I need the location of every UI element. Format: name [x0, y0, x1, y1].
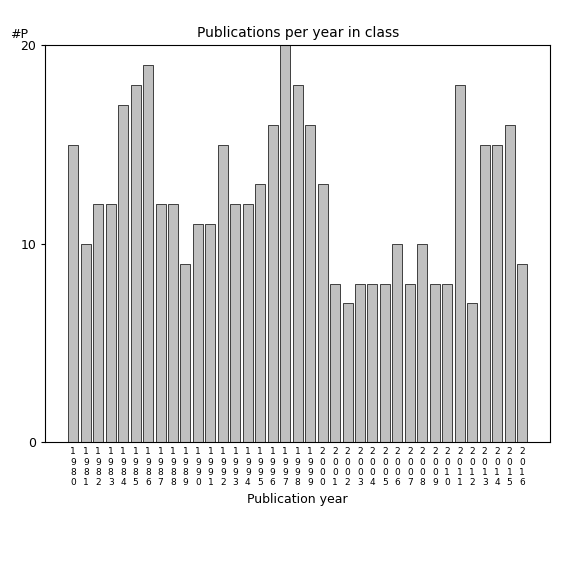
Bar	[330, 284, 340, 442]
Bar	[218, 145, 228, 442]
Bar	[180, 264, 191, 442]
Bar	[155, 204, 166, 442]
Bar	[380, 284, 390, 442]
Bar	[405, 284, 415, 442]
Bar	[467, 303, 477, 442]
Bar	[367, 284, 378, 442]
Bar	[143, 65, 153, 442]
Bar	[455, 85, 465, 442]
Bar	[205, 224, 215, 442]
Bar	[305, 125, 315, 442]
Bar	[168, 204, 178, 442]
Bar	[318, 184, 328, 442]
Bar	[355, 284, 365, 442]
X-axis label: Publication year: Publication year	[247, 493, 348, 506]
Bar	[230, 204, 240, 442]
Bar	[118, 105, 128, 442]
Bar	[417, 244, 428, 442]
Bar	[505, 125, 515, 442]
Bar	[255, 184, 265, 442]
Bar	[93, 204, 103, 442]
Bar	[68, 145, 78, 442]
Bar	[130, 85, 141, 442]
Bar	[243, 204, 253, 442]
Bar	[293, 85, 303, 442]
Text: #P: #P	[10, 28, 28, 41]
Bar	[392, 244, 403, 442]
Bar	[193, 224, 203, 442]
Bar	[280, 45, 290, 442]
Bar	[268, 125, 278, 442]
Bar	[480, 145, 490, 442]
Bar	[442, 284, 452, 442]
Bar	[105, 204, 116, 442]
Bar	[517, 264, 527, 442]
Bar	[81, 244, 91, 442]
Bar	[492, 145, 502, 442]
Bar	[342, 303, 353, 442]
Bar	[430, 284, 440, 442]
Title: Publications per year in class: Publications per year in class	[197, 26, 399, 40]
